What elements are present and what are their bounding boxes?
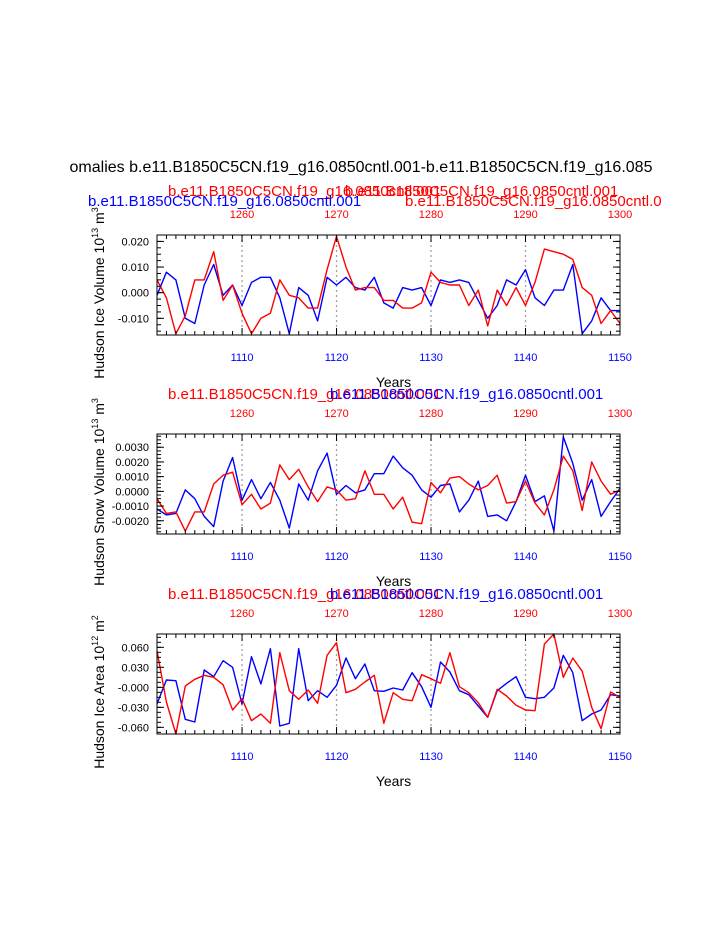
x-tick-label-bottom: 1150 <box>608 352 632 364</box>
plot-frame <box>156 633 621 735</box>
x-tick-label-top: 1270 <box>324 408 348 420</box>
series-line-red <box>156 455 621 532</box>
x-tick-label-bottom: 1140 <box>514 352 538 364</box>
top-title-blue: b.e11.B1850C5CN.f19_g16.0850cntl.001 <box>330 586 603 603</box>
y-tick-label: 0.0030 <box>115 442 149 454</box>
x-tick-label-bottom: 1130 <box>419 551 443 563</box>
x-axis-label: Years <box>376 374 411 390</box>
x-tick-label-bottom: 1130 <box>419 751 443 763</box>
y-axis-label-part: 3 <box>90 398 100 403</box>
x-tick-label-top: 1300 <box>608 408 632 420</box>
y-tick-label: 0.060 <box>121 642 149 654</box>
x-axis-label: Years <box>376 773 411 789</box>
x-tick-label-bottom: 1140 <box>514 551 538 563</box>
y-tick-label: -0.030 <box>118 702 149 714</box>
top-title-red-overlap: b.e11.B1850C5CN.f19_g16.0850cntl.001 <box>345 183 618 200</box>
x-tick-label-top: 1260 <box>230 209 254 221</box>
x-tick-label-top: 1280 <box>419 209 443 221</box>
top-title-blue: b.e11.B1850C5CN.f19_g16.0850cntl.001 <box>88 193 361 210</box>
x-tick-label-bottom: 1150 <box>608 751 632 763</box>
y-tick-label: -0.0020 <box>112 516 149 528</box>
top-title-red: b.e11.B1850C5CN.f19_g16.0850cntl.001 <box>168 183 441 200</box>
y-tick-label: -0.000 <box>118 682 149 694</box>
x-tick-label-top: 1270 <box>324 209 348 221</box>
x-tick-label-bottom: 1120 <box>325 551 349 563</box>
y-tick-label: 0.030 <box>121 662 149 674</box>
y-axis-label-part: 13 <box>90 228 100 238</box>
y-tick-label: -0.0010 <box>112 501 149 513</box>
x-tick-label-top: 1280 <box>419 608 443 620</box>
top-title-blue: b.e11.B1850C5CN.f19_g16.0850cntl.001 <box>330 386 603 403</box>
y-tick-label: 0.0020 <box>115 457 149 469</box>
x-tick-label-top: 1300 <box>608 608 632 620</box>
x-tick-label-top: 1290 <box>513 408 537 420</box>
x-tick-label-bottom: 1110 <box>231 751 254 763</box>
y-tick-label: 0.010 <box>121 262 149 274</box>
top-title-red-extra: b.e11.B1850C5CN.f19_g16.0850cntl.0 <box>405 193 662 210</box>
y-tick-label: -0.010 <box>118 313 149 325</box>
panel-ice-area: 0.060 0.030 -0.000 -0.030 -0.060 1110 1120 1130… <box>90 586 632 789</box>
panels: 0.020 0.010 0.000 -0.010 1110 1120 1130 1140 115… <box>88 183 662 789</box>
y-tick-label: 0.0000 <box>115 486 149 498</box>
x-tick-label-bottom: 1140 <box>514 751 538 763</box>
panel-snow-volume: 0.0030 0.0020 0.0010 0.0000 -0.0010 -0.0020 11… <box>90 386 632 589</box>
x-tick-label-top: 1260 <box>230 608 254 620</box>
top-title-red: b.e11.B1850C5CN.f19_g16.0850cntl.001 <box>168 586 441 603</box>
y-axis-label-part: Hudson Ice Area 10 <box>91 646 107 769</box>
y-axis-label-part: 2 <box>90 615 100 620</box>
y-tick-label: 0.020 <box>121 236 149 248</box>
x-tick-label-bottom: 1110 <box>231 551 254 563</box>
x-tick-label-top: 1290 <box>513 209 537 221</box>
x-tick-label-bottom: 1150 <box>608 551 632 563</box>
y-axis-label-part: Hudson Ice Volume 10 <box>91 238 107 379</box>
series-line-blue <box>156 648 621 727</box>
series-line-red <box>156 235 621 335</box>
y-axis-label-part: 13 <box>90 419 100 429</box>
y-tick-label: -0.060 <box>118 722 149 734</box>
x-tick-label-top: 1300 <box>608 209 632 221</box>
panel-ice-volume: 0.020 0.010 0.000 -0.010 1110 1120 1130 1140 115… <box>88 183 662 390</box>
series-line-blue <box>156 436 621 532</box>
figure-title: omalies b.e11.B1850C5CN.f19_g16.0850cntl… <box>70 159 653 176</box>
y-axis-label-part: 12 <box>90 636 100 646</box>
series-line-red <box>156 633 621 735</box>
x-tick-label-top: 1280 <box>419 408 443 420</box>
y-axis-label: Hudson Ice Area 1012 m2 <box>90 615 107 769</box>
x-tick-label-bottom: 1120 <box>325 751 349 763</box>
y-axis-label-part: 3 <box>90 207 100 212</box>
x-axis-label: Years <box>376 573 411 589</box>
y-axis-label-part: Hudson Snow Volume 10 <box>91 428 107 585</box>
y-axis-label-part: m <box>91 620 107 636</box>
y-axis-label: Hudson Snow Volume 1013 m3 <box>90 398 107 586</box>
x-tick-label-bottom: 1120 <box>325 352 349 364</box>
top-title-red: b.e11.B1850C5CN.f19_g16.0850cntl.001 <box>168 386 441 403</box>
x-tick-label-top: 1270 <box>324 608 348 620</box>
plot-frame <box>156 234 621 336</box>
y-axis-label: Hudson Ice Volume 1013 m3 <box>90 207 107 378</box>
y-tick-label: 0.000 <box>121 288 149 300</box>
x-tick-label-top: 1260 <box>230 408 254 420</box>
y-tick-label: 0.0010 <box>115 472 149 484</box>
x-tick-label-top: 1290 <box>513 608 537 620</box>
y-axis-label-part: m <box>91 212 107 228</box>
y-axis-label-part: m <box>91 403 107 419</box>
x-tick-label-bottom: 1110 <box>231 352 254 364</box>
x-tick-label-bottom: 1130 <box>419 352 443 364</box>
series-line-blue <box>156 263 620 335</box>
